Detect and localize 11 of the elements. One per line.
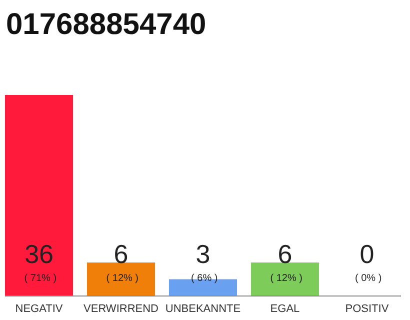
data-label: 6 ( 12% ) — [104, 239, 139, 284]
x-tick-label: NEGATIV — [15, 303, 64, 315]
x-tick-label: VERWIRREND — [84, 303, 159, 315]
data-label: 36 ( 71% ) — [22, 239, 57, 284]
x-tick-label: POSITIV — [345, 303, 390, 315]
data-label: 3 ( 6% ) — [188, 239, 218, 284]
chart-title: 017688854740 — [6, 8, 206, 41]
x-tick-label: EGAL — [270, 303, 300, 315]
data-label: 6 ( 12% ) — [267, 239, 302, 284]
data-label: 0 ( 0% ) — [352, 239, 382, 284]
x-tick-label: UNBEKANNTE — [165, 303, 241, 315]
